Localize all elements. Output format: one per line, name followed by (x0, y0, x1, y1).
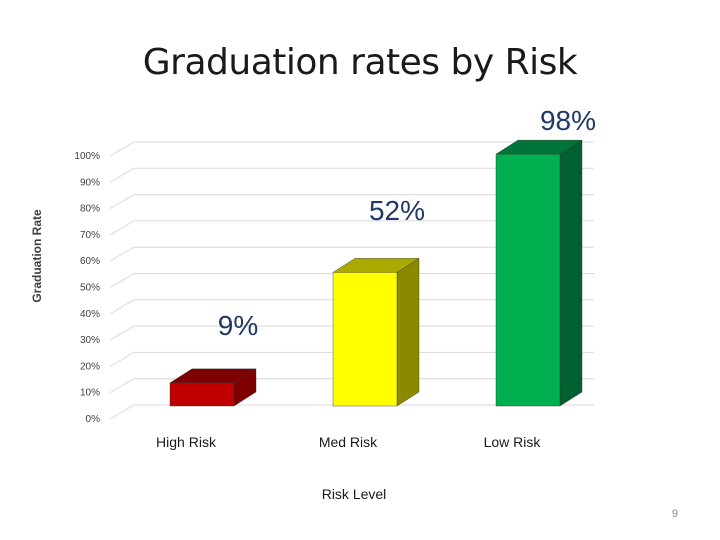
y-tick-label: 100% (74, 151, 100, 162)
gridline (109, 351, 594, 367)
y-axis-title: Graduation Rate (30, 209, 44, 303)
y-tick-label: 10% (80, 388, 100, 399)
bar-high-risk (169, 368, 257, 407)
gridline (109, 246, 594, 262)
x-axis-ticks: High Risk Med Risk Low Risk (156, 434, 541, 450)
y-tick-label: 20% (80, 361, 100, 372)
bar-front (495, 153, 561, 407)
y-tick-label: 60% (80, 256, 100, 267)
bar-front (169, 382, 235, 407)
chart-title: Graduation rates by Risk (142, 42, 578, 83)
bar-low-risk (495, 139, 583, 407)
gridline (109, 220, 594, 236)
y-tick-label: 40% (80, 309, 100, 320)
x-tick-label: Low Risk (484, 434, 542, 450)
bar-med-risk (332, 257, 420, 407)
x-axis-title: Risk Level (322, 486, 387, 502)
slide-number: 9 (671, 508, 678, 520)
data-label: 52% (369, 195, 425, 226)
gridline (109, 167, 594, 183)
x-tick-label: High Risk (156, 434, 217, 450)
gridline (109, 404, 594, 420)
y-tick-label: 70% (80, 230, 100, 241)
bar-side (396, 257, 420, 407)
data-label: 9% (218, 310, 258, 341)
gridlines (109, 141, 594, 420)
y-axis-ticks: 0% 10% 20% 30% 40% 50% 60% 70% 80% 90% 100% (74, 151, 100, 425)
bar-side (559, 139, 583, 407)
y-tick-label: 50% (80, 283, 100, 294)
gridline (109, 325, 594, 341)
gridline (109, 299, 594, 315)
bars (169, 139, 583, 407)
y-tick-label: 90% (80, 177, 100, 188)
data-labels: 9% 52% 98% (218, 105, 596, 341)
y-tick-label: 80% (80, 204, 100, 215)
data-label: 98% (540, 105, 596, 136)
gridline (109, 194, 594, 210)
y-tick-label: 0% (86, 414, 101, 425)
bar-front (332, 272, 398, 407)
y-tick-label: 30% (80, 335, 100, 346)
x-tick-label: Med Risk (319, 434, 378, 450)
gridline (109, 378, 594, 394)
gridline (109, 141, 594, 157)
gridline (109, 273, 594, 288)
